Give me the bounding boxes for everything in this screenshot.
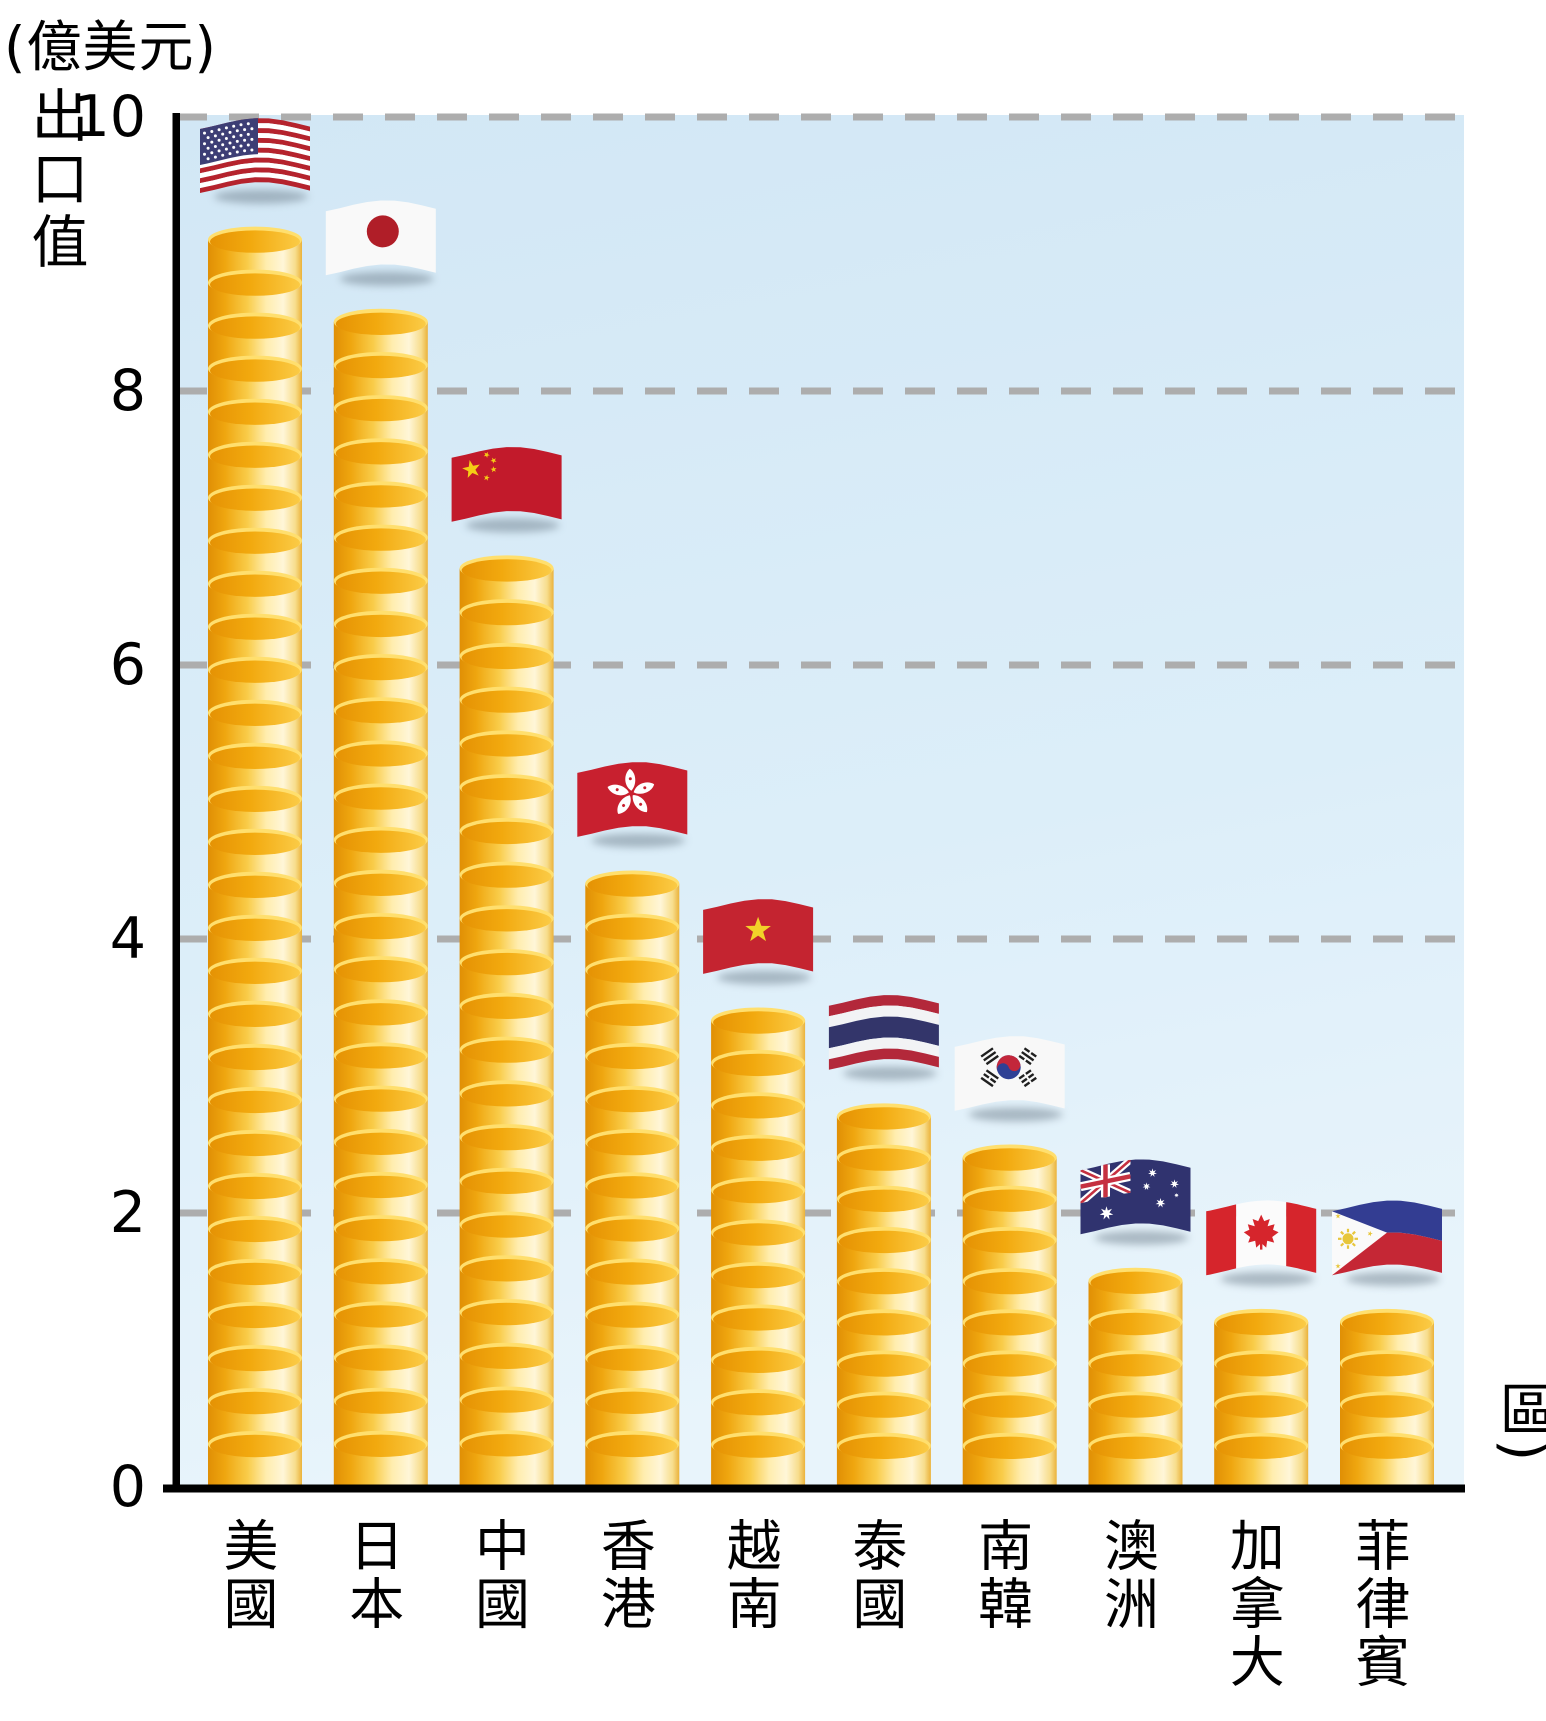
x-category-label-vietnam: 越南 [717, 1517, 782, 1633]
x-category-label-philippines: 菲律賓 [1346, 1517, 1411, 1691]
coin-stack-thailand [836, 1103, 931, 1488]
canada-flag-icon [1206, 1200, 1317, 1286]
coin-stack-hong-kong [585, 870, 680, 1488]
coin-stack-japan [333, 308, 428, 1488]
coin-stack-australia [1088, 1267, 1183, 1488]
australia-flag-icon [1080, 1159, 1191, 1245]
coin-stack-philippines [1340, 1308, 1434, 1488]
japan-flag-icon [325, 200, 436, 286]
thailand-flag-icon [828, 995, 939, 1081]
y-tick-label: 2 [109, 1180, 146, 1246]
x-category-label-china: 中國 [465, 1517, 530, 1633]
vietnam-flag-icon [703, 899, 814, 985]
unit-label: (億美元) [4, 15, 217, 79]
china-flag-icon [451, 447, 562, 533]
y-axis-title: 出口值 [22, 86, 88, 275]
y-tick-label: 10 [73, 84, 146, 150]
hong-kong-flag-icon [577, 762, 688, 848]
x-category-label-south-korea: 南韓 [968, 1517, 1033, 1633]
x-category-label-canada: 加拿大 [1220, 1517, 1285, 1691]
x-axis-line [163, 1484, 1465, 1493]
south-korea-flag-icon [954, 1036, 1065, 1122]
x-category-label-hong-kong: 香港 [591, 1517, 656, 1633]
y-tick-label: 0 [109, 1454, 146, 1520]
x-axis-title: (國家或地區) [1490, 1380, 1546, 1464]
philippines-flag-icon [1332, 1200, 1442, 1286]
y-axis-line [172, 113, 180, 1492]
x-category-label-japan: 日本 [339, 1517, 404, 1633]
x-category-label-usa: 美國 [214, 1517, 278, 1633]
usa-flag-icon [200, 118, 310, 204]
coin-stack-canada [1214, 1308, 1309, 1488]
y-tick-label: 4 [109, 906, 146, 972]
y-tick-label: 8 [109, 358, 146, 424]
coin-stack-vietnam [711, 1007, 806, 1488]
coin-stack-south-korea [962, 1144, 1057, 1488]
x-category-label-thailand: 泰國 [842, 1517, 907, 1633]
coin-stack-china [459, 555, 554, 1488]
coin-stack-usa [208, 226, 302, 1488]
y-tick-label: 6 [109, 632, 146, 698]
x-category-label-australia: 澳洲 [1094, 1517, 1159, 1633]
